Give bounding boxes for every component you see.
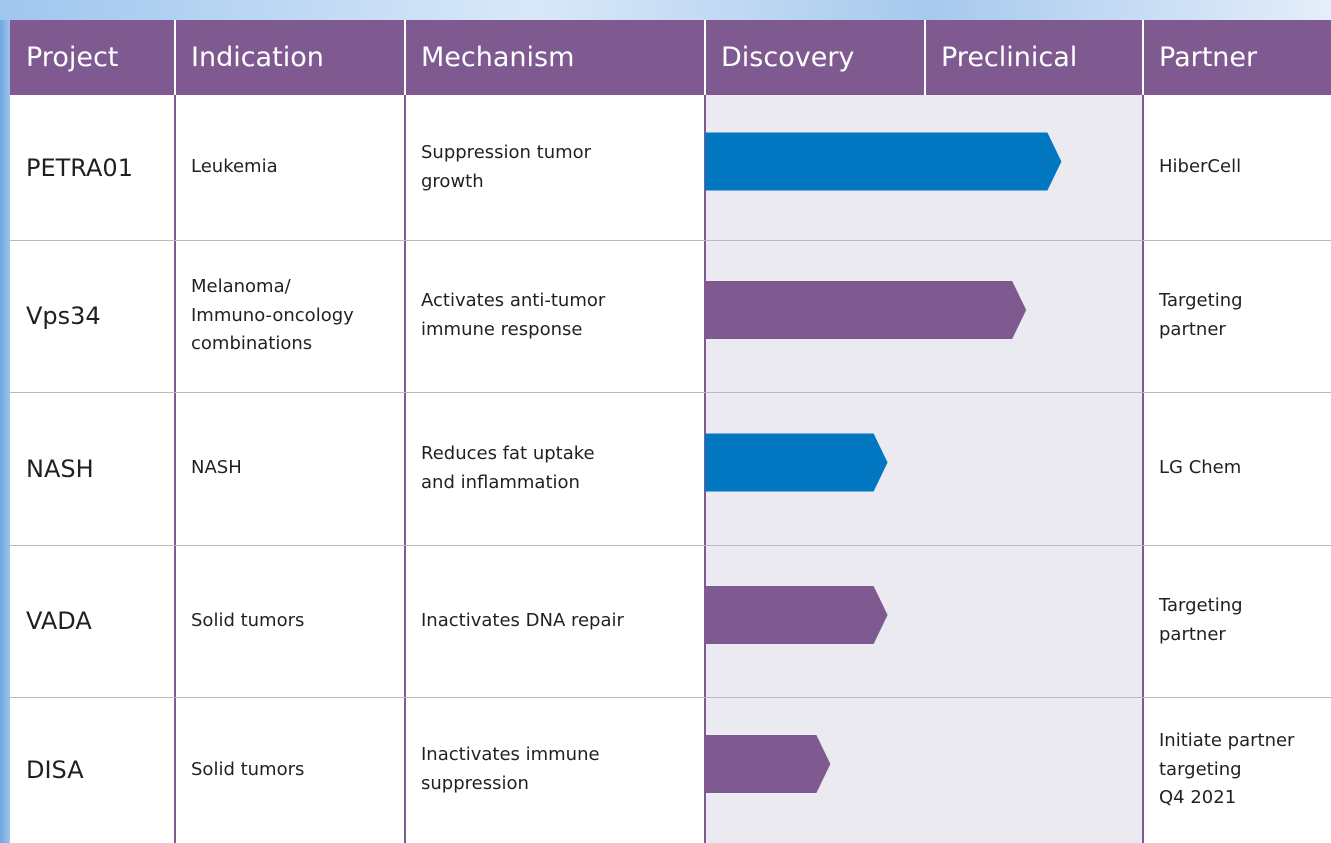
mechanism: Inactivates immune suppression xyxy=(421,744,600,794)
progress-arrow xyxy=(705,433,888,492)
row-line xyxy=(10,545,1331,546)
header-cell: Project xyxy=(26,42,119,73)
indication: Solid tumors xyxy=(191,758,305,780)
column-line xyxy=(1142,95,1144,843)
project-name: PETRA01 xyxy=(26,153,133,182)
mechanism: Activates anti-tumor immune response xyxy=(421,290,606,340)
indication: Solid tumors xyxy=(191,609,305,631)
mechanism: Inactivates DNA repair xyxy=(421,609,624,631)
project-name: VADA xyxy=(26,607,92,635)
partner: Targeting partner xyxy=(1159,290,1243,340)
partner: Targeting partner xyxy=(1159,595,1243,645)
project-name: NASH xyxy=(26,454,94,483)
mechanism: Suppression tumor growth xyxy=(421,141,592,192)
header-cell: Preclinical xyxy=(941,42,1078,73)
header-cell: Partner xyxy=(1159,42,1258,73)
header-separator xyxy=(1142,20,1144,95)
partner: Initiate partner targeting Q4 2021 xyxy=(1159,729,1295,809)
header-separator xyxy=(404,20,406,95)
header-cell: Indication xyxy=(191,42,324,73)
indication: NASH xyxy=(191,457,242,479)
partner: HiberCell xyxy=(1159,156,1242,178)
progress-arrow xyxy=(705,735,831,793)
progress-arrow xyxy=(705,586,888,644)
indication: Leukemia xyxy=(191,156,278,178)
progress-arrow xyxy=(705,281,1027,339)
background-image xyxy=(0,0,1331,20)
project-name: DISA xyxy=(26,756,84,784)
header-separator xyxy=(174,20,176,95)
mechanism: Reduces fat uptake and inflammation xyxy=(421,442,595,493)
header-separator xyxy=(924,20,926,95)
row-line xyxy=(10,240,1331,241)
header-cell: Mechanism xyxy=(421,42,575,73)
column-line xyxy=(174,95,176,843)
project-name: Vps34 xyxy=(26,302,101,330)
row-line xyxy=(10,392,1331,393)
column-line xyxy=(404,95,406,843)
indication: Melanoma/ Immuno-oncology combinations xyxy=(191,275,354,355)
header-row xyxy=(10,20,1331,95)
header-separator xyxy=(704,20,706,95)
progress-arrow xyxy=(705,132,1062,191)
row-line xyxy=(10,697,1331,698)
header-cell: Discovery xyxy=(721,42,855,73)
partner: LG Chem xyxy=(1159,457,1242,479)
